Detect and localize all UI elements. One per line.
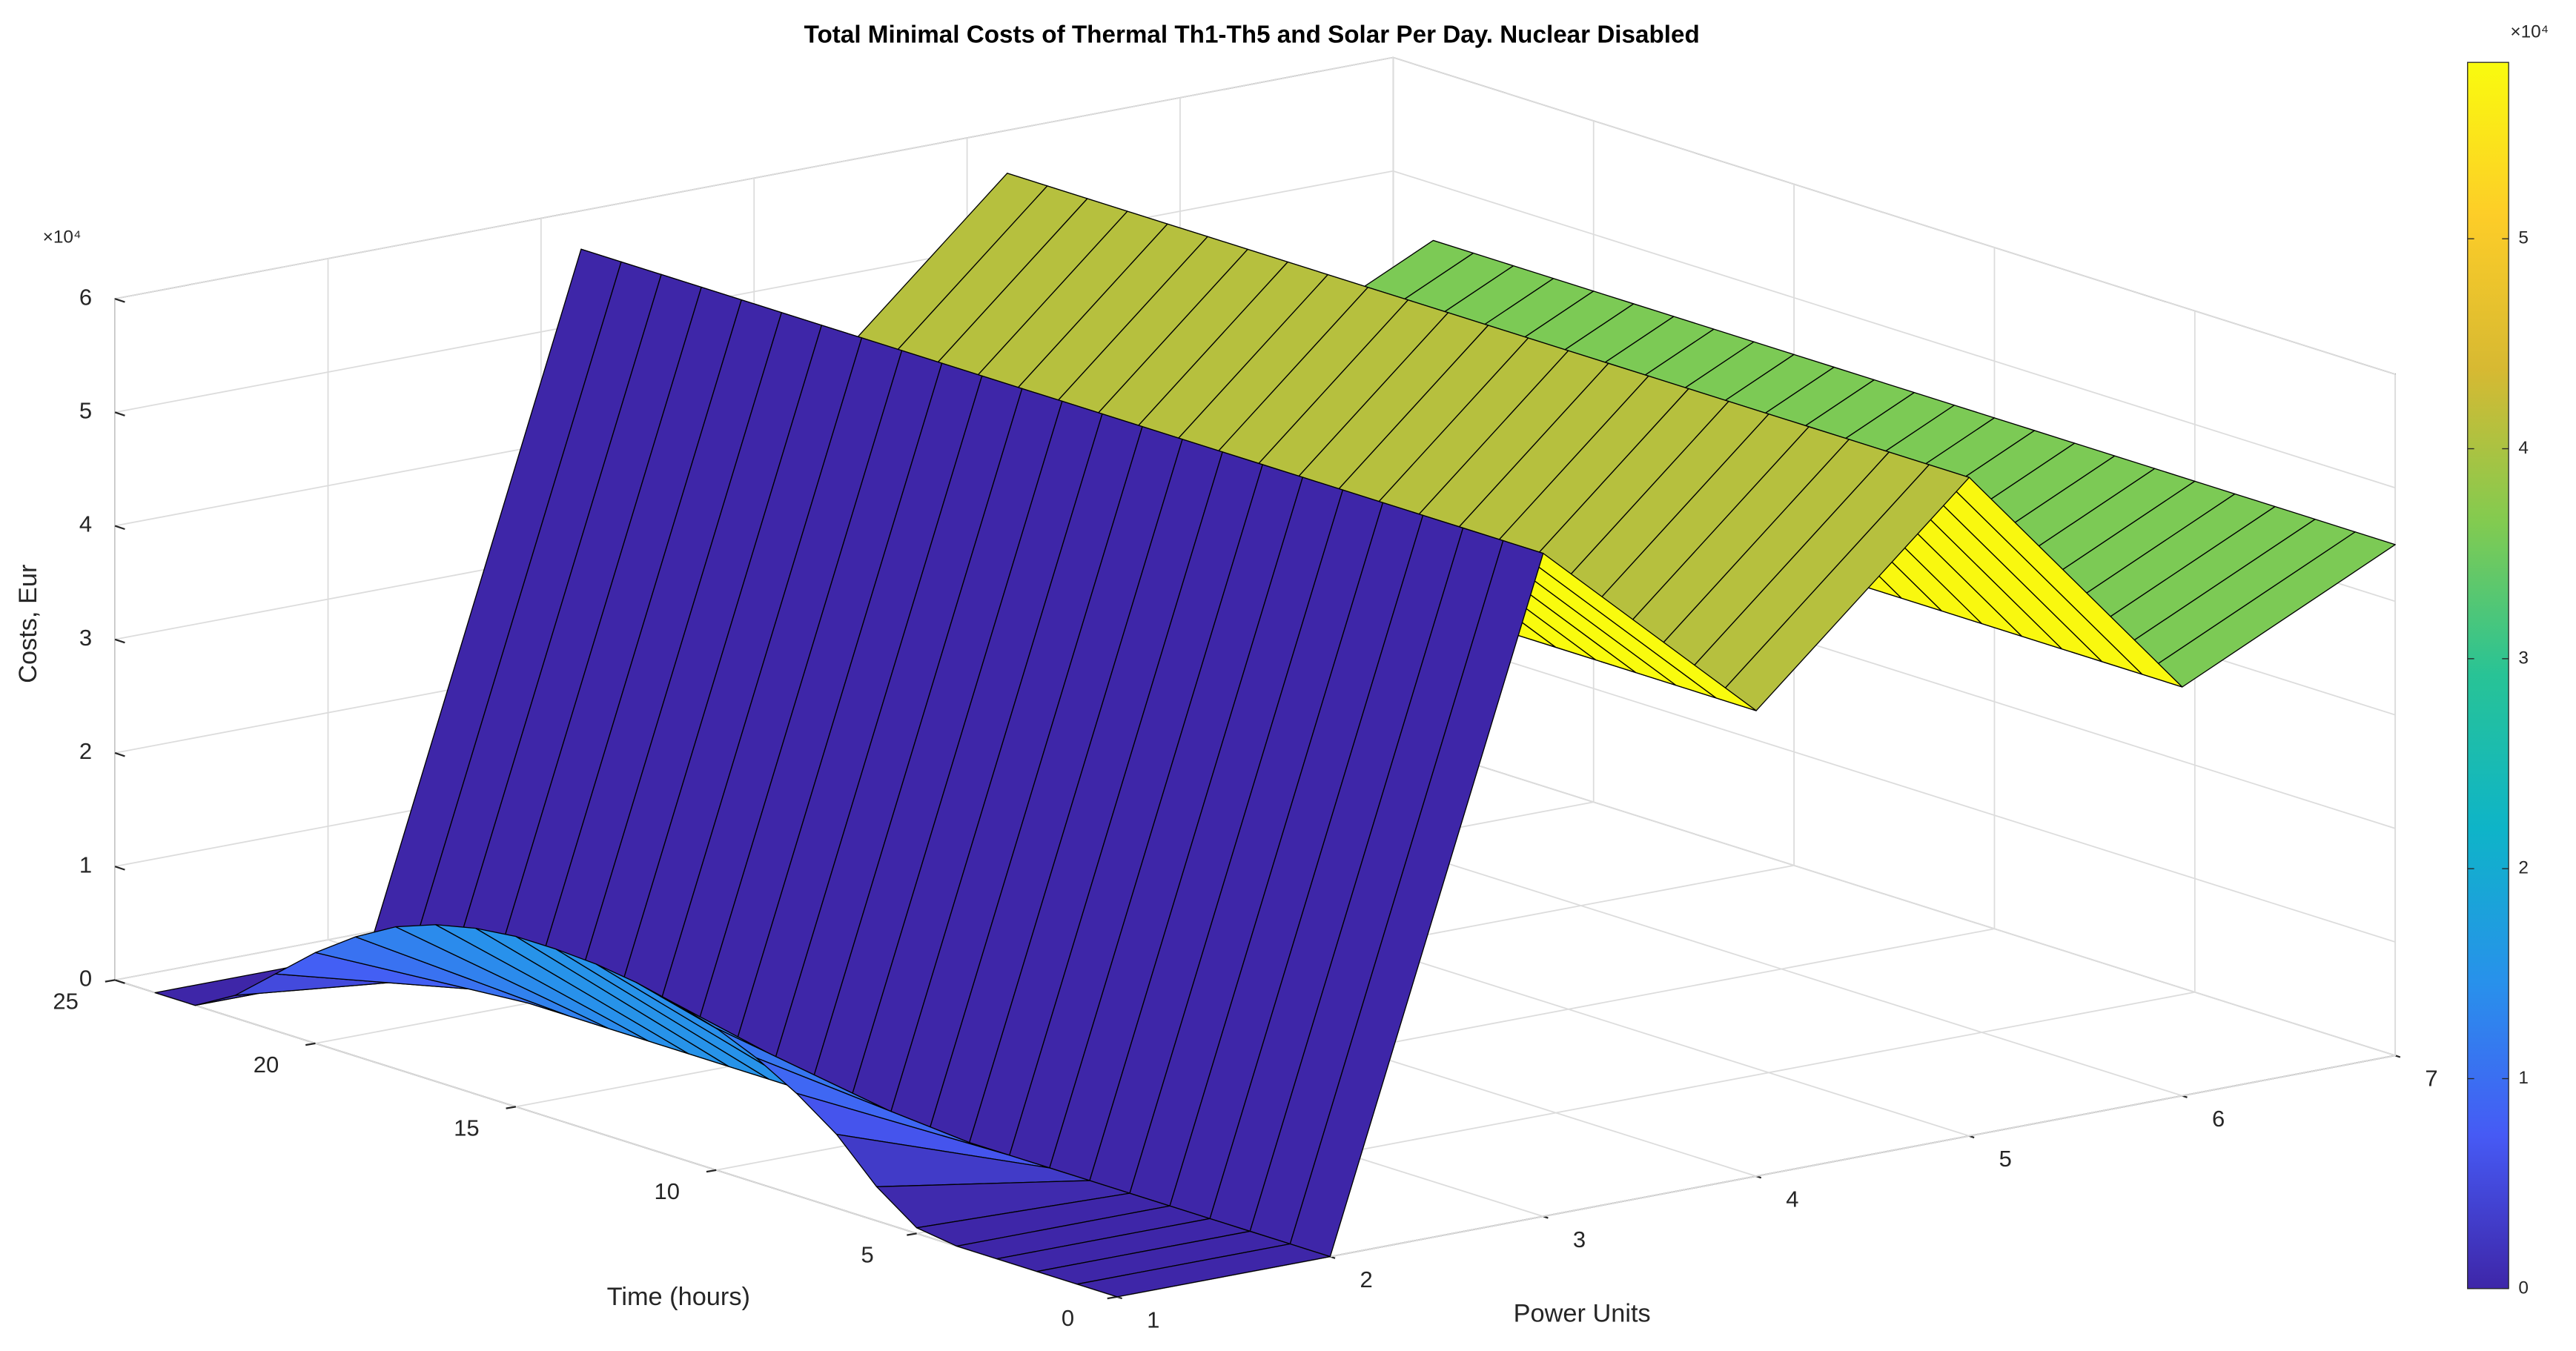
y-tick-label: 15 [454, 1115, 479, 1141]
colorbar-tick-label: 1 [2518, 1068, 2529, 1088]
y-tick [105, 979, 116, 983]
chart-title: Total Minimal Costs of Thermal Th1-Th5 a… [804, 21, 1700, 49]
z-tick-label: 4 [79, 511, 92, 537]
y-tick-label: 25 [53, 989, 78, 1015]
y-tick [305, 1042, 316, 1046]
colorbar-exponent: ×10⁴ [2510, 22, 2549, 42]
colorbar-tick-label: 3 [2518, 648, 2529, 668]
y-tick [1107, 1295, 1118, 1300]
z-exponent: ×10⁴ [43, 228, 82, 248]
z-tick [114, 866, 125, 871]
colorbar-tick-label: 5 [2518, 228, 2529, 248]
z-grid-line [114, 170, 2396, 489]
z-tick-label: 2 [79, 738, 92, 764]
y-tick-label: 0 [1062, 1305, 1074, 1331]
annotations: Total Minimal Costs of Thermal Th1-Th5 a… [14, 21, 2549, 1333]
z-tick [114, 638, 125, 644]
x-tick-label: 1 [1147, 1307, 1159, 1332]
z-tick-label: 1 [79, 852, 92, 877]
z-grid-line [114, 56, 2396, 375]
surface [154, 173, 2396, 1298]
x-tick-label: 6 [2212, 1106, 2225, 1132]
z-tick [114, 525, 125, 531]
y-tick-label: 5 [861, 1242, 874, 1268]
x-tick-label: 2 [1360, 1267, 1373, 1292]
z-tick-label: 0 [79, 966, 92, 992]
z-tick [114, 411, 125, 416]
x-tick-label: 7 [2425, 1066, 2437, 1092]
x-tick-label: 4 [1786, 1186, 1798, 1212]
surface-face [1076, 1243, 1331, 1298]
z-tick-label: 6 [79, 284, 92, 310]
x-tick-label: 5 [1999, 1146, 2012, 1172]
z-tick [114, 298, 125, 303]
z-axis-label: Costs, Eur [14, 565, 42, 683]
colorbar [2467, 62, 2509, 1289]
z-tick-label: 5 [79, 398, 92, 424]
colorbar-tick-label: 2 [2518, 858, 2529, 878]
colorbar-tick-label: 0 [2518, 1278, 2529, 1298]
z-tick-label: 3 [79, 625, 92, 651]
colorbar-tick-label: 4 [2518, 438, 2529, 458]
x-tick [2394, 1055, 2401, 1058]
z-tick [114, 751, 125, 757]
y-tick-label: 10 [655, 1178, 680, 1204]
y-tick-label: 20 [254, 1052, 279, 1078]
x-axis-label: Power Units [1514, 1299, 1651, 1327]
z-tick [114, 979, 125, 984]
y-axis-label: Time (hours) [607, 1283, 750, 1311]
y-tick [907, 1232, 917, 1236]
y-tick [706, 1169, 717, 1173]
x-tick-label: 3 [1573, 1226, 1586, 1252]
y-tick [506, 1106, 517, 1109]
